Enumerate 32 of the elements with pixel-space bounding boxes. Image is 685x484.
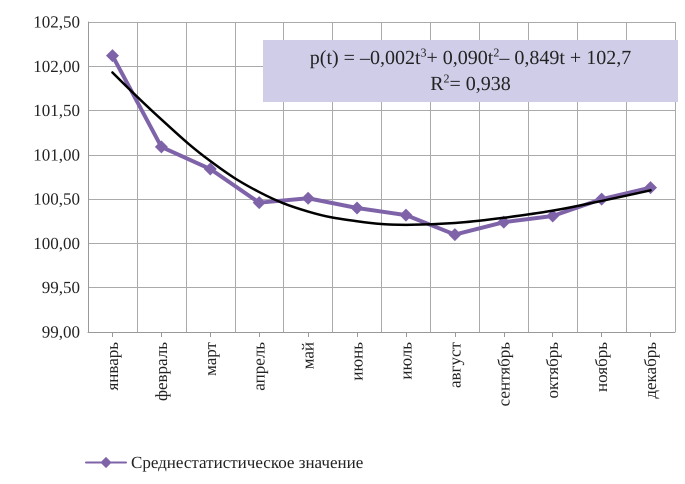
point: [106, 49, 119, 62]
point: [204, 162, 217, 176]
y-tick-label: 101,00: [33, 145, 80, 164]
x-tick-label: февраль: [152, 342, 171, 402]
x-tick-label: октябрь: [543, 342, 562, 398]
point: [302, 192, 315, 205]
y-tick-label: 101,50: [33, 101, 80, 120]
x-tick-label: май: [298, 342, 318, 370]
y-tick-label: 99,50: [42, 278, 80, 298]
x-tick-label: январь: [102, 342, 122, 391]
x-tick-label: декабрь: [641, 342, 660, 399]
y-tick-label: 102,50: [33, 12, 80, 32]
y-tick-label: 102,00: [33, 56, 80, 76]
point: [448, 228, 462, 242]
x-tick-label: сентябрь: [494, 342, 514, 406]
y-tick-label: 100,00: [33, 234, 80, 253]
x-tick-label: март: [200, 341, 220, 376]
point: [154, 140, 168, 154]
annotation: p(t) = –0,002t$^{3}$+ 0,090t$^{2}$– 0,849t + 102,7: [308, 45, 632, 71]
x-tick-label: ноябрь: [592, 342, 612, 392]
equation-box: p(t) = –0,002t$^{3}$+ 0,090t$^{2}$– 0,849t + 102,7 R$^{2}$= 0,938: [263, 40, 678, 102]
x-tick-label: апрель: [250, 342, 269, 391]
point: [350, 202, 364, 214]
legend-label: Среднестатистическое значение: [131, 453, 364, 472]
x-tick-label: июнь: [348, 342, 367, 381]
annotation: R$^{2}$= 0,938: [429, 71, 512, 97]
y-tick-label: 99,00: [42, 322, 80, 342]
point: [252, 196, 266, 210]
point: [399, 208, 412, 222]
x-tick-label: июль: [396, 342, 416, 380]
y-tick-label: 100,50: [33, 190, 80, 209]
x-tick-label: август: [445, 341, 464, 388]
